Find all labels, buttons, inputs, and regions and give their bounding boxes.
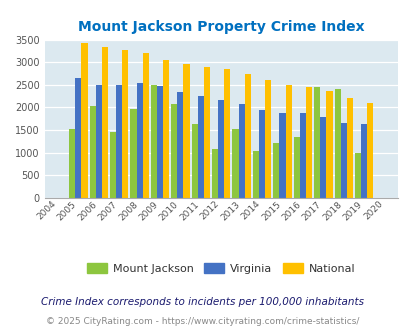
Bar <box>75 78 81 198</box>
Bar <box>151 85 157 198</box>
Bar <box>232 129 238 198</box>
Legend: Mount Jackson, Virginia, National: Mount Jackson, Virginia, National <box>82 259 359 279</box>
Bar <box>90 106 96 198</box>
Bar <box>326 91 332 198</box>
Title: Mount Jackson Property Crime Index: Mount Jackson Property Crime Index <box>78 20 364 34</box>
Bar <box>217 100 224 198</box>
Bar <box>211 149 217 198</box>
Bar <box>305 87 311 198</box>
Bar <box>177 92 183 198</box>
Bar <box>142 53 148 198</box>
Bar <box>96 85 102 198</box>
Bar <box>81 43 87 198</box>
Bar <box>334 89 340 198</box>
Bar <box>367 103 373 198</box>
Bar <box>171 104 177 198</box>
Bar <box>163 60 169 198</box>
Bar <box>191 124 197 198</box>
Bar <box>313 87 320 198</box>
Bar <box>299 114 305 198</box>
Bar <box>238 104 244 198</box>
Bar <box>183 64 189 198</box>
Bar <box>244 75 250 198</box>
Bar <box>203 67 209 198</box>
Bar <box>340 123 346 198</box>
Bar <box>320 116 326 198</box>
Bar <box>354 153 360 198</box>
Bar <box>285 85 291 198</box>
Bar <box>360 124 367 198</box>
Text: © 2025 CityRating.com - https://www.cityrating.com/crime-statistics/: © 2025 CityRating.com - https://www.city… <box>46 317 359 326</box>
Bar <box>197 96 203 198</box>
Text: Crime Index corresponds to incidents per 100,000 inhabitants: Crime Index corresponds to incidents per… <box>41 297 364 307</box>
Bar <box>293 137 299 198</box>
Bar <box>130 109 136 198</box>
Bar <box>116 85 122 198</box>
Bar <box>279 113 285 198</box>
Bar <box>224 69 230 198</box>
Bar <box>136 83 142 198</box>
Bar <box>273 143 279 198</box>
Bar <box>258 110 264 198</box>
Bar <box>102 47 108 198</box>
Bar <box>252 151 258 198</box>
Bar <box>157 86 163 198</box>
Bar <box>264 80 271 198</box>
Bar <box>110 132 116 198</box>
Bar <box>122 50 128 198</box>
Bar <box>69 129 75 198</box>
Bar <box>346 98 352 198</box>
